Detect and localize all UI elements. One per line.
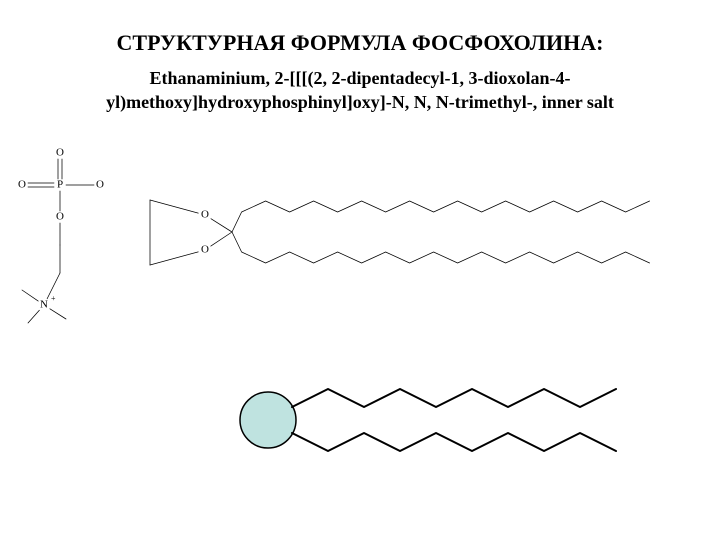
subtitle-line-2: yl)methoxy]hydroxyphosphinyl]oxy]-N, N, …	[106, 92, 614, 112]
svg-text:O: O	[56, 210, 64, 222]
svg-text:O: O	[201, 243, 209, 255]
page-title: СТРУКТУРНАЯ ФОРМУЛА ФОСФОХОЛИНА:	[40, 30, 680, 56]
svg-text:P: P	[57, 178, 63, 190]
diagram-area: O P O O O N+ O O	[0, 135, 720, 515]
svg-text:O: O	[56, 146, 64, 158]
subtitle-line-1: Ethanaminium, 2-[[[(2, 2-dipentadecyl-1,…	[149, 68, 570, 88]
structure-svg: O P O O O N+ O O	[0, 135, 720, 515]
svg-text:+: +	[51, 293, 56, 302]
svg-text:N: N	[40, 298, 48, 310]
svg-text:O: O	[96, 178, 104, 190]
compound-name: Ethanaminium, 2-[[[(2, 2-dipentadecyl-1,…	[60, 66, 660, 115]
svg-text:O: O	[201, 208, 209, 220]
svg-text:O: O	[18, 178, 26, 190]
